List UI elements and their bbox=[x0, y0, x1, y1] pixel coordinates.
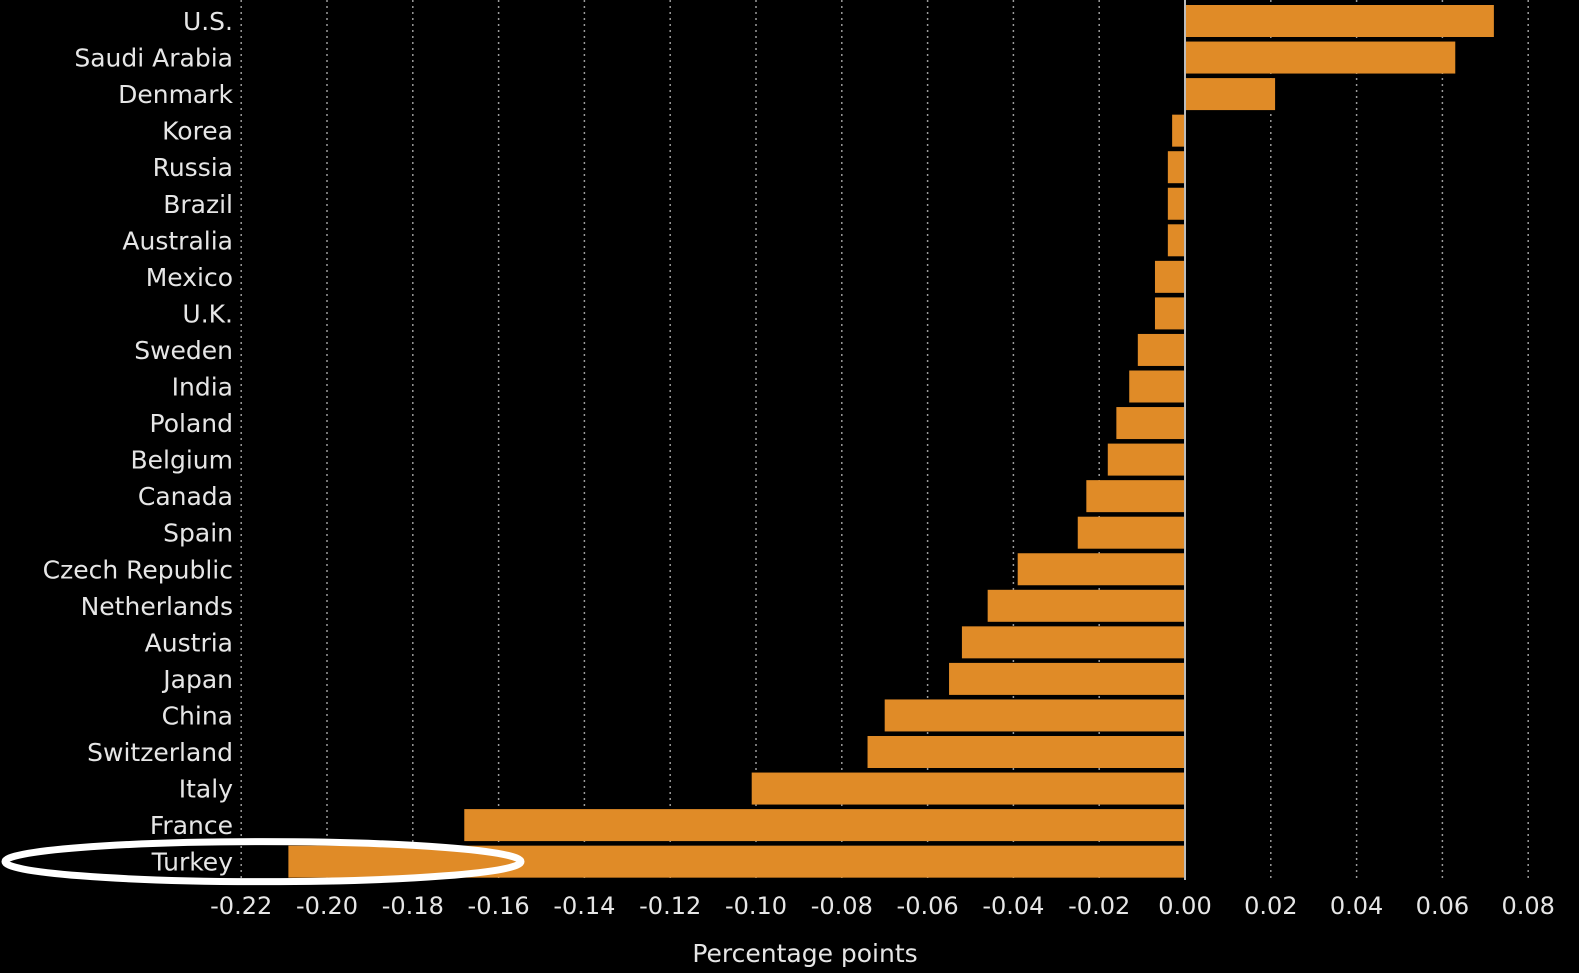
x-tick-label: 0.08 bbox=[1501, 892, 1554, 920]
category-label: Brazil bbox=[163, 190, 233, 219]
category-label: Mexico bbox=[146, 263, 233, 292]
x-tick-label: -0.22 bbox=[210, 892, 272, 920]
category-label: U.S. bbox=[183, 7, 233, 36]
category-label: Italy bbox=[179, 775, 233, 804]
category-label: France bbox=[150, 811, 233, 840]
bar bbox=[1167, 224, 1185, 257]
category-label: Saudi Arabia bbox=[74, 44, 233, 73]
bar bbox=[1077, 516, 1185, 549]
category-label: Netherlands bbox=[81, 592, 233, 621]
bar bbox=[751, 772, 1185, 805]
x-tick-label: -0.04 bbox=[982, 892, 1044, 920]
category-label: Korea bbox=[162, 117, 233, 146]
x-tick-label: -0.14 bbox=[553, 892, 615, 920]
bar bbox=[1116, 407, 1185, 440]
bar bbox=[949, 662, 1185, 695]
gridlines bbox=[240, 0, 1529, 880]
category-label: U.K. bbox=[182, 299, 233, 328]
category-label: India bbox=[172, 373, 233, 402]
highlight-ellipse bbox=[1, 838, 525, 886]
category-label: Canada bbox=[138, 482, 233, 511]
category-label: Russia bbox=[153, 153, 233, 182]
category-label: China bbox=[162, 701, 233, 730]
bar bbox=[1167, 187, 1185, 220]
bar bbox=[1185, 41, 1456, 74]
category-label: Switzerland bbox=[87, 738, 233, 767]
bar bbox=[1167, 151, 1185, 184]
bars bbox=[288, 5, 1494, 878]
highlight-annotation bbox=[1, 838, 525, 886]
bar bbox=[987, 589, 1185, 622]
bar bbox=[1107, 443, 1185, 476]
x-tick-label: -0.20 bbox=[296, 892, 358, 920]
bar bbox=[1086, 480, 1185, 513]
bar bbox=[961, 626, 1185, 659]
x-tick-labels: -0.22 -0.20 -0.18 -0.16 -0.14 -0.12 -0.10 -0.08… bbox=[210, 892, 1555, 920]
category-label: Turkey bbox=[151, 848, 234, 877]
bar bbox=[1172, 114, 1185, 147]
category-label: Japan bbox=[161, 665, 233, 694]
x-tick-label: 0.06 bbox=[1416, 892, 1469, 920]
x-tick-label: -0.18 bbox=[382, 892, 444, 920]
bar bbox=[288, 845, 1185, 878]
x-tick-label: -0.12 bbox=[639, 892, 701, 920]
bar bbox=[1017, 553, 1185, 586]
bar bbox=[1185, 5, 1494, 37]
x-tick-label: -0.08 bbox=[811, 892, 873, 920]
bar bbox=[1154, 260, 1185, 293]
category-label: Austria bbox=[145, 628, 233, 657]
bar bbox=[867, 736, 1185, 768]
x-tick-label: 0.00 bbox=[1158, 892, 1211, 920]
x-tick-label: -0.06 bbox=[897, 892, 959, 920]
category-label: Belgium bbox=[131, 446, 234, 475]
category-label: Poland bbox=[150, 409, 233, 438]
bar bbox=[464, 809, 1185, 842]
category-label: Sweden bbox=[134, 336, 233, 365]
bar bbox=[1137, 333, 1185, 366]
category-labels: U.S. Saudi Arabia Denmark Korea Russia Brazil… bbox=[43, 7, 234, 877]
x-tick-label: -0.02 bbox=[1068, 892, 1130, 920]
x-tick-label: 0.02 bbox=[1244, 892, 1297, 920]
x-tick-label: -0.10 bbox=[725, 892, 787, 920]
bar bbox=[1129, 370, 1185, 403]
category-label: Spain bbox=[163, 519, 233, 548]
bar bbox=[1185, 78, 1276, 111]
category-label: Australia bbox=[122, 226, 233, 255]
bar bbox=[1154, 297, 1185, 330]
category-label: Czech Republic bbox=[43, 555, 233, 584]
bar bbox=[884, 699, 1185, 732]
x-axis-title: Percentage points bbox=[692, 939, 917, 968]
x-tick-label: 0.04 bbox=[1330, 892, 1383, 920]
x-tick-label: -0.16 bbox=[468, 892, 530, 920]
category-label: Denmark bbox=[118, 80, 233, 109]
